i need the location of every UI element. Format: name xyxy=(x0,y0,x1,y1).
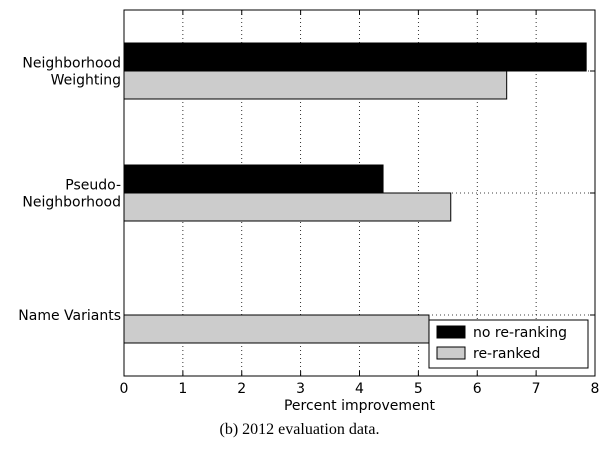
x-tick-label: 3 xyxy=(296,381,305,397)
x-axis-label: Percent improvement xyxy=(284,398,436,414)
bar-reranked xyxy=(123,192,452,222)
x-tick-label: 2 xyxy=(237,381,246,397)
legend-swatch xyxy=(436,325,466,339)
category-label: Name Variants xyxy=(18,308,121,324)
legend-label: re-ranked xyxy=(473,346,540,362)
bar-reranked xyxy=(123,70,508,100)
bars xyxy=(123,42,587,344)
legend-label: no re-ranking xyxy=(473,325,567,341)
bar-no-reranking xyxy=(123,164,384,194)
category-label: Neighborhood xyxy=(22,56,121,72)
x-tick-label: 4 xyxy=(355,381,364,397)
bar-no-reranking xyxy=(123,42,587,72)
category-label: Weighting xyxy=(51,73,121,89)
x-tick-label: 6 xyxy=(473,381,482,397)
x-tick-label: 8 xyxy=(591,381,599,397)
y-axis-categories: NeighborhoodWeightingPseudo-Neighborhood… xyxy=(18,56,595,324)
legend-swatch xyxy=(436,346,466,360)
x-axis-ticks: 0 1 2 3 4 5 6 7 8 xyxy=(120,10,599,397)
bar-reranked xyxy=(123,314,430,344)
x-tick-label: 0 xyxy=(120,381,129,397)
x-tick-label: 1 xyxy=(178,381,187,397)
category-label: Pseudo- xyxy=(65,178,121,194)
x-tick-label: 5 xyxy=(414,381,423,397)
x-tick-label: 7 xyxy=(532,381,541,397)
category-label: Neighborhood xyxy=(22,195,121,211)
legend: no re-ranking re-ranked xyxy=(428,319,589,369)
figure-caption: (b) 2012 evaluation data. xyxy=(219,421,380,438)
